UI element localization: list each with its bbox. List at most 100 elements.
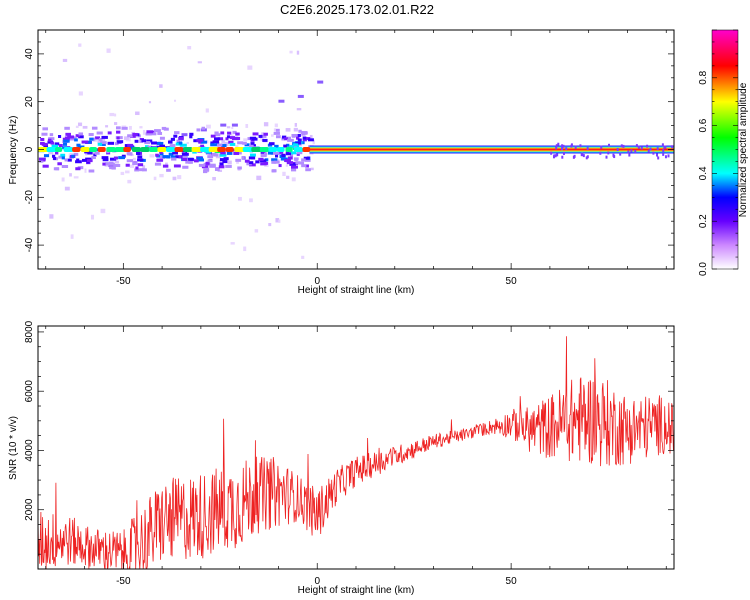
heatmap-cell — [48, 137, 55, 141]
heatmap-cell-noise — [619, 152, 622, 156]
heatmap-cell — [187, 157, 194, 161]
heatmap-cell-faint — [212, 176, 216, 181]
heatmap-cell — [296, 136, 300, 140]
heatmap-cell-noise — [647, 149, 650, 153]
colorbar-tick-label: 0.8 — [698, 70, 709, 84]
heatmap-cell-noise — [671, 145, 674, 149]
heatmap-cell-faint — [261, 132, 264, 135]
heatmap-cell — [57, 162, 62, 166]
heatmap-cell — [137, 163, 144, 167]
heatmap-cell-faint — [271, 134, 274, 137]
heatmap-cell-noise — [553, 154, 556, 158]
heatmap-x-ticks: -50 0 50 — [45, 30, 667, 287]
heatmap-cell — [210, 152, 217, 156]
heatmap-cell — [170, 155, 177, 159]
heatmap-band-segment — [157, 147, 167, 152]
heatmap-cell-faint — [114, 122, 118, 125]
heatmap-cell — [41, 142, 48, 146]
heatmap-cell-faint — [148, 101, 152, 104]
heatmap-cell — [63, 139, 70, 143]
heatmap-cell-noise — [634, 150, 637, 154]
heatmap-cell — [295, 161, 301, 165]
heatmap-cell — [301, 132, 306, 136]
heatmap-cell — [263, 132, 268, 136]
heatmap-cell — [279, 150, 284, 154]
heatmap-cell-faint — [206, 124, 211, 129]
heatmap-cell — [67, 135, 75, 139]
heatmap-cell — [71, 154, 75, 158]
heatmap-cell — [98, 137, 103, 141]
heatmap-cell — [284, 158, 291, 162]
heatmap-cell — [231, 137, 239, 141]
heatmap-cell — [117, 140, 122, 144]
snr-y-tick-label: 6000 — [24, 380, 35, 403]
heatmap-cell — [225, 164, 232, 168]
heatmap-cell — [52, 156, 57, 160]
heatmap-cell — [75, 167, 81, 171]
heatmap-cell — [150, 132, 157, 136]
heatmap-cell — [228, 140, 234, 144]
heatmap-band-segment — [55, 147, 63, 152]
heatmap-cell-noise — [649, 147, 652, 151]
heatmap-cell — [271, 160, 277, 164]
heatmap-cell-noise — [622, 144, 625, 148]
heatmap-cell — [74, 138, 78, 142]
heatmap-cell — [134, 139, 139, 143]
heatmap-cell-noise — [572, 155, 575, 159]
heatmap-cell-noise — [599, 151, 602, 155]
colorbar-tick-label: 0.4 — [698, 166, 709, 180]
heatmap-cell-faint — [254, 229, 259, 233]
heatmap-cell — [212, 140, 220, 144]
heatmap-cell-faint — [230, 242, 235, 245]
heatmap-cell — [225, 137, 229, 141]
heatmap-cell — [286, 143, 290, 147]
heatmap-band-segment — [259, 147, 269, 152]
heatmap-cell — [296, 152, 300, 156]
heatmap-band-segment — [123, 147, 131, 152]
heatmap-cell — [107, 141, 115, 145]
heatmap-cell — [58, 144, 63, 148]
heatmap-cell-noise — [664, 155, 667, 159]
heatmap-cell-faint — [153, 176, 157, 181]
heatmap-cell — [96, 131, 103, 135]
heatmap-cell — [142, 168, 147, 172]
heatmap-cell — [291, 168, 297, 172]
heatmap-cell — [154, 129, 161, 133]
heatmap-band-segment — [191, 147, 203, 152]
heatmap-cell-faint — [219, 159, 222, 164]
heatmap-cell — [251, 137, 255, 141]
heatmap-cell-faint — [278, 219, 281, 223]
heatmap-cell — [283, 144, 287, 148]
heatmap-cell — [162, 155, 169, 159]
heatmap-cell — [139, 168, 144, 172]
heatmap-cell — [222, 160, 228, 164]
heatmap-y-ticks: -40 -20 0 20 40 — [24, 29, 674, 270]
heatmap-cell — [261, 134, 267, 138]
heatmap-cell-faint — [293, 127, 298, 132]
heatmap-y-tick-label: -40 — [24, 237, 35, 252]
heatmap-cell-faint — [223, 141, 229, 146]
heatmap-cell — [58, 134, 62, 138]
heatmap-cell-faint — [205, 108, 209, 113]
heatmap-cell-faint — [97, 139, 103, 144]
heatmap-cell — [94, 151, 100, 155]
heatmap-cell — [132, 162, 138, 166]
heatmap-cell-faint — [149, 154, 155, 158]
heatmap-cell — [178, 136, 184, 140]
heatmap-cell-noise — [579, 144, 582, 148]
heatmap-cell — [219, 158, 226, 162]
heatmap-cell — [40, 137, 45, 141]
heatmap-cell — [232, 130, 237, 134]
heatmap-cell — [295, 141, 302, 145]
heatmap-cell — [301, 164, 307, 168]
heatmap-cell — [248, 156, 256, 160]
heatmap-cell-noise — [652, 151, 655, 155]
heatmap-cell — [244, 143, 250, 147]
heatmap-cell — [50, 141, 55, 145]
heatmap-cell — [54, 142, 60, 146]
heatmap-cell — [304, 137, 311, 141]
heatmap-cell-faint — [243, 138, 248, 142]
heatmap-cell — [105, 162, 113, 166]
heatmap-cell — [115, 126, 121, 130]
heatmap-band-segment — [174, 147, 184, 152]
